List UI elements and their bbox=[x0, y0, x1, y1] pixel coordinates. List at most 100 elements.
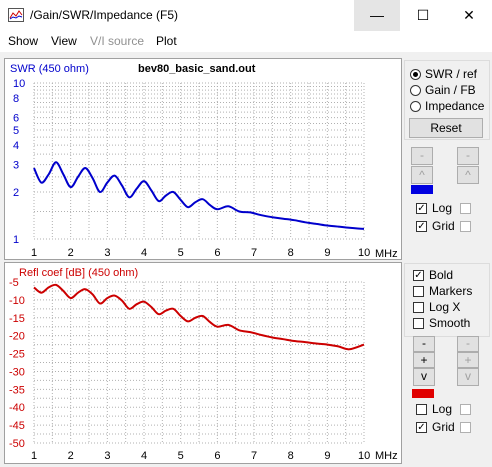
y-tick-label: 3 bbox=[13, 160, 19, 172]
x-tick-label: 6 bbox=[214, 247, 220, 259]
y-lower-minus-button[interactable]: - bbox=[413, 336, 435, 352]
y-tick-label: -40 bbox=[9, 402, 25, 414]
x-tick-label: 7 bbox=[251, 247, 257, 259]
close-button[interactable]: ✕ bbox=[463, 7, 475, 23]
refl-grid-checkbox-2[interactable] bbox=[460, 422, 471, 433]
swr-log-checkbox-2[interactable] bbox=[460, 203, 471, 214]
logx-label: Log X bbox=[429, 300, 461, 314]
y-upper-minus-button-2[interactable]: - bbox=[457, 147, 479, 165]
x-tick-label: 2 bbox=[68, 247, 74, 259]
refl-tick-labels: -5 -10 -15 -20 -25 -30 -35 -40 -45 -50 1 2 3 4 5 6 7 8 9 10 bbox=[9, 277, 370, 462]
menu-plot[interactable]: Plot bbox=[156, 34, 177, 48]
x-tick-label: 3 bbox=[104, 247, 110, 259]
swr-plot[interactable]: 1 2 3 4 5 6 8 10 1 2 3 4 5 6 7 8 9 10 SWR (450 ohm) bev80… bbox=[4, 58, 402, 260]
y-tick-label: -10 bbox=[9, 295, 25, 307]
x-tick-label: 4 bbox=[141, 247, 147, 259]
radio-impedance-label: Impedance bbox=[425, 99, 485, 113]
swr-grid-label: Grid bbox=[432, 219, 455, 233]
menu-show[interactable]: Show bbox=[8, 34, 39, 48]
swr-control-panel: SWR / ref Gain / FB Impedance Reset - - … bbox=[403, 58, 490, 258]
markers-label: Markers bbox=[429, 284, 473, 298]
y-tick-label: 10 bbox=[13, 78, 25, 90]
markers-checkbox[interactable] bbox=[413, 286, 424, 297]
y-caret-button[interactable]: ^ bbox=[411, 166, 433, 184]
x-tick-label: 6 bbox=[214, 450, 220, 462]
y-tick-label: -35 bbox=[9, 384, 25, 396]
window-title: /Gain/SWR/Impedance (F5) bbox=[30, 8, 179, 22]
x-tick-label: 8 bbox=[288, 247, 294, 259]
x-tick-label: 3 bbox=[104, 450, 110, 462]
swr-log-checkbox[interactable]: ✓ bbox=[416, 203, 427, 214]
y-tick-label: 4 bbox=[13, 140, 19, 152]
app-chart-icon bbox=[8, 8, 24, 22]
bold-label: Bold bbox=[429, 268, 454, 282]
y-tick-label: 6 bbox=[13, 113, 19, 125]
radio-swr[interactable] bbox=[410, 69, 421, 80]
y-lower-v-button-2[interactable]: v bbox=[457, 368, 479, 386]
x-tick-label: 10 bbox=[358, 450, 370, 462]
x-tick-label: 1 bbox=[31, 450, 37, 462]
y-tick-label: -30 bbox=[9, 366, 25, 378]
x-tick-label: 5 bbox=[178, 247, 184, 259]
y-tick-label: -25 bbox=[9, 349, 25, 361]
y-lower-plus-button[interactable]: + bbox=[413, 352, 435, 368]
x-tick-label: 10 bbox=[358, 247, 370, 259]
display-options-group bbox=[404, 263, 490, 337]
swr-log-label: Log bbox=[432, 201, 453, 215]
minimize-button[interactable]: — bbox=[354, 0, 400, 31]
x-tick-label: 4 bbox=[141, 450, 147, 462]
swr-color-swatch[interactable] bbox=[411, 185, 433, 194]
y-tick-label: -20 bbox=[9, 331, 25, 343]
refl-plot[interactable]: -5 -10 -15 -20 -25 -30 -35 -40 -45 -50 1 2 3 4 5 6 7 8 9 10… bbox=[4, 262, 402, 464]
x-tick-label: 1 bbox=[31, 247, 37, 259]
refl-grid bbox=[33, 281, 365, 444]
refl-ylabel: Refl coef [dB] (450 ohm) bbox=[19, 267, 138, 279]
y-lower-v-button[interactable]: v bbox=[413, 368, 435, 386]
bold-checkbox[interactable]: ✓ bbox=[413, 270, 424, 281]
y-tick-label: -45 bbox=[9, 420, 25, 432]
y-tick-label: 8 bbox=[13, 93, 19, 105]
refl-grid-checkbox[interactable]: ✓ bbox=[416, 422, 427, 433]
y-tick-label: -50 bbox=[9, 438, 25, 450]
refl-log-label: Log bbox=[432, 402, 453, 416]
title-bar: /Gain/SWR/Impedance (F5) — ☐ ✕ bbox=[0, 0, 492, 31]
logx-checkbox[interactable] bbox=[413, 302, 424, 313]
plot-type-group bbox=[404, 60, 490, 140]
y-lower-plus-button-2[interactable]: + bbox=[457, 352, 479, 368]
menu-view[interactable]: View bbox=[51, 34, 77, 48]
refl-log-checkbox[interactable] bbox=[416, 404, 427, 415]
refl-grid-label: Grid bbox=[432, 420, 455, 434]
radio-swr-label: SWR / ref bbox=[425, 67, 478, 81]
swr-grid-checkbox[interactable]: ✓ bbox=[416, 221, 427, 232]
swr-title: bev80_basic_sand.out bbox=[138, 63, 256, 75]
y-tick-label: 2 bbox=[13, 187, 19, 199]
refl-control-panel: ✓ Bold Markers Log X Smooth - - + + v v … bbox=[403, 262, 490, 462]
y-tick-label: -5 bbox=[9, 277, 19, 289]
y-lower-minus-button-2[interactable]: - bbox=[457, 336, 479, 352]
swr-grid bbox=[33, 82, 365, 240]
y-caret-button-2[interactable]: ^ bbox=[457, 166, 479, 184]
smooth-checkbox[interactable] bbox=[413, 318, 424, 329]
refl-chart: -5 -10 -15 -20 -25 -30 -35 -40 -45 -50 1 2 3 4 5 6 7 8 9 10… bbox=[9, 267, 398, 462]
swr-series-line bbox=[33, 161, 365, 230]
radio-gain-label: Gain / FB bbox=[425, 83, 476, 97]
maximize-button[interactable]: ☐ bbox=[416, 7, 430, 23]
refl-series-line bbox=[33, 283, 365, 351]
radio-impedance[interactable] bbox=[410, 101, 421, 112]
radio-gain[interactable] bbox=[410, 85, 421, 96]
x-tick-label: 8 bbox=[288, 450, 294, 462]
x-tick-label: 5 bbox=[178, 450, 184, 462]
reset-button[interactable]: Reset bbox=[409, 118, 483, 138]
refl-color-swatch[interactable] bbox=[412, 389, 434, 398]
x-tick-label: 9 bbox=[324, 247, 330, 259]
menu-vi-source[interactable]: V/I source bbox=[90, 34, 145, 48]
x-tick-label: 2 bbox=[68, 450, 74, 462]
refl-log-checkbox-2[interactable] bbox=[460, 404, 471, 415]
refl-xunit: MHz bbox=[375, 450, 398, 462]
smooth-label: Smooth bbox=[429, 316, 471, 330]
y-upper-minus-button[interactable]: - bbox=[411, 147, 433, 165]
swr-grid-checkbox-2[interactable] bbox=[460, 221, 471, 232]
x-tick-label: 9 bbox=[324, 450, 330, 462]
